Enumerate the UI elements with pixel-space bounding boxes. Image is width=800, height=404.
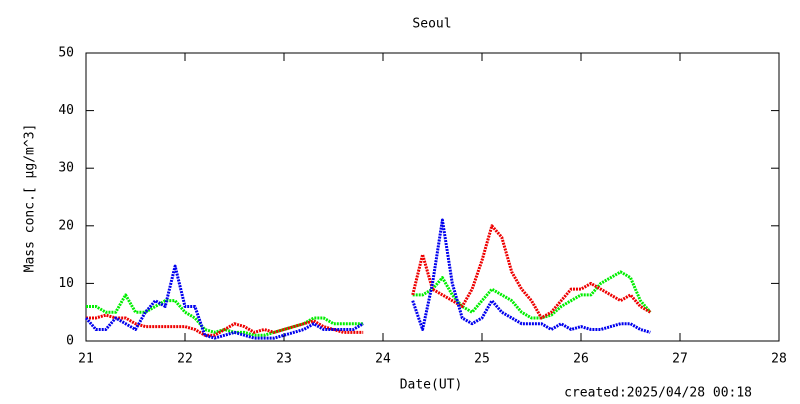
plot-frame [85, 52, 780, 342]
y-tick-label: 10 [58, 276, 74, 291]
x-tick-label: 21 [78, 352, 94, 367]
series-line [86, 270, 652, 337]
x-tick-label: 27 [672, 352, 688, 367]
y-tick-label: 0 [66, 334, 74, 349]
x-tick-label: 24 [375, 352, 391, 367]
y-tick-label: 50 [58, 46, 74, 61]
y-tick-label: 30 [58, 161, 74, 176]
y-tick-label: 20 [58, 218, 74, 233]
series-line [86, 224, 652, 337]
x-tick-label: 23 [276, 352, 292, 367]
x-axis-label: Date(UT) [400, 378, 463, 393]
y-tick-label: 40 [58, 103, 74, 118]
y-axis-label: Mass conc.[ μg/m^3] [23, 124, 38, 273]
x-tick-label: 26 [573, 352, 589, 367]
x-tick-label: 22 [177, 352, 193, 367]
series-line [84, 218, 651, 340]
x-tick-label: 28 [771, 352, 787, 367]
x-tick-label: 25 [474, 352, 490, 367]
chart-title: Seoul [412, 17, 451, 32]
annotation: created:2025/04/28 00:18 [564, 386, 752, 401]
